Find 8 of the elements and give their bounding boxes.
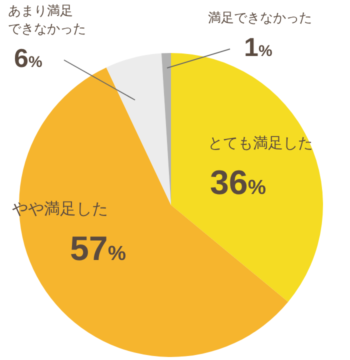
slice-label: とても満足した (208, 134, 313, 152)
data-label: 6% (14, 43, 42, 73)
slice-label: 満足できなかった (208, 11, 312, 26)
data-label: 1% (244, 32, 272, 62)
slice-label: あまり満足できなかった (8, 4, 86, 37)
data-label: 36% (210, 164, 266, 202)
pie-slice (106, 53, 171, 205)
data-label: 57% (70, 230, 126, 268)
